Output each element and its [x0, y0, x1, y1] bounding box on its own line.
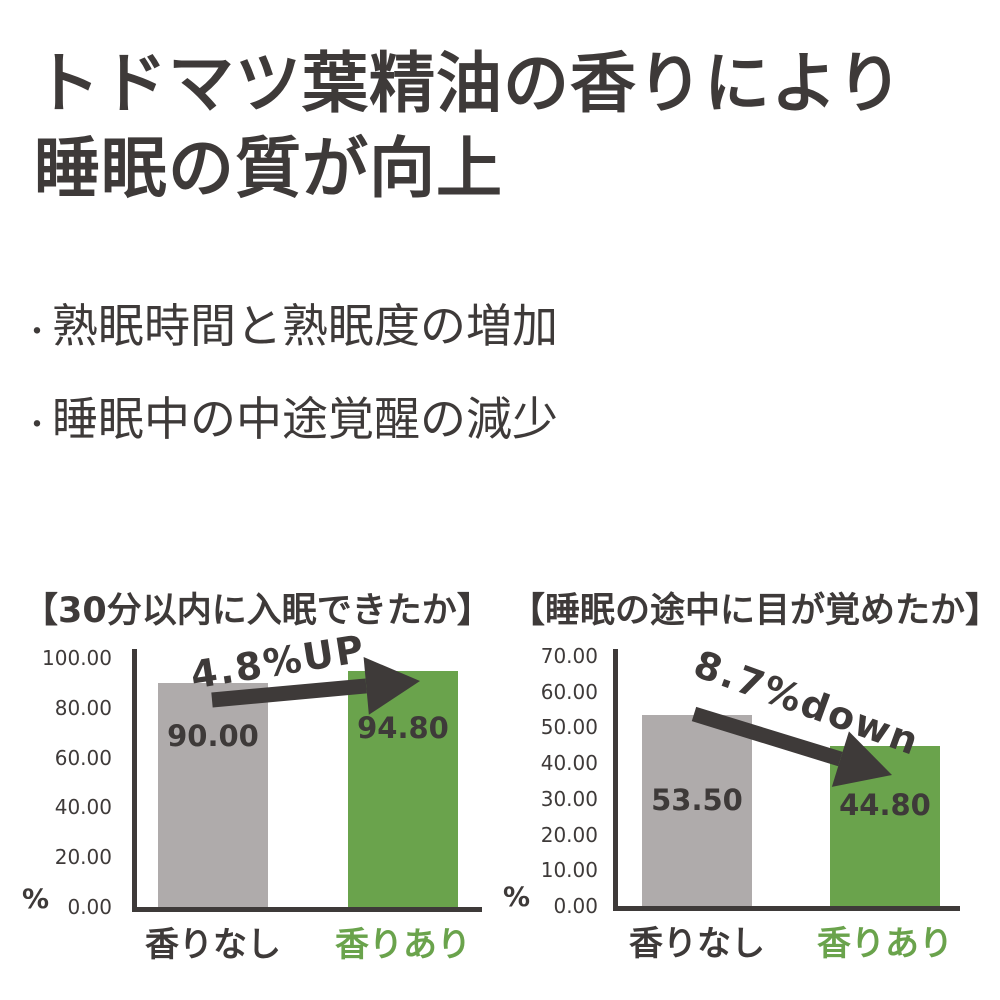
y-tick-label: 60.00: [54, 745, 112, 770]
page-title-line-1: トドマツ葉精油の香りにより: [34, 45, 904, 122]
y-tick-label: 0.00: [553, 894, 598, 918]
category-label-scent-on: 香りあり: [335, 925, 471, 965]
y-tick-label: 50.00: [540, 715, 598, 740]
page-title-line-2: 睡眠の質が向上: [34, 130, 503, 207]
y-axis-line: [613, 649, 618, 911]
bar-value-label: 53.50: [651, 782, 743, 817]
bullet-marker-icon: ・: [22, 315, 52, 350]
bullet-text: 睡眠中の中途覚醒の減少: [52, 392, 558, 446]
y-tick-label: 40.00: [54, 795, 112, 820]
bar-value-label: 90.00: [167, 718, 259, 753]
bullet-text: 熟眠時間と熟眠度の増加: [52, 299, 558, 353]
y-tick-label: 30.00: [540, 786, 598, 811]
bar-scent-on: [348, 670, 458, 907]
bar-scent-on: [830, 746, 940, 906]
chart-title-mid-sleep-waking: 【睡眠の途中に目が覚めたか】: [510, 591, 1000, 631]
y-tick-label: 60.00: [540, 679, 598, 704]
category-label-scent-off: 香りなし: [629, 924, 765, 964]
y-axis-unit-percent: %: [22, 884, 50, 915]
x-axis-line: [132, 907, 482, 912]
y-tick-label: 20.00: [540, 822, 598, 847]
y-tick-label: 40.00: [540, 751, 598, 776]
page-title: トドマツ葉精油の香りにより 睡眠の質が向上: [34, 41, 904, 211]
bullet-list: ・ 熟眠時間と熟眠度の増加 ・ 睡眠中の中途覚醒の減少: [22, 283, 558, 469]
y-axis-unit-percent: %: [503, 882, 531, 913]
bar-value-label: 44.80: [839, 788, 931, 822]
annotation-up-label: 4.8%UP: [187, 626, 369, 698]
bullet-marker-icon: ・: [22, 408, 52, 443]
category-label-scent-off: 香りなし: [145, 925, 281, 965]
y-tick-label: 10.00: [540, 858, 598, 883]
bar-scent-off: [642, 714, 752, 906]
bullet-item: ・ 睡眠中の中途覚醒の減少: [22, 376, 558, 469]
bullet-item: ・ 熟眠時間と熟眠度の増加: [22, 283, 558, 376]
annotation-down-label: 8.7%down: [688, 641, 926, 765]
chart-title-sleep-onset: 【30分以内に入眠できたか】: [23, 591, 492, 631]
x-axis-line: [613, 906, 960, 911]
bar-scent-off: [158, 682, 268, 907]
y-axis-line: [132, 649, 137, 912]
y-tick-label: 80.00: [54, 695, 112, 720]
y-tick-label: 100.00: [42, 646, 112, 670]
y-tick-label: 20.00: [54, 845, 112, 870]
bar-value-label: 94.80: [357, 710, 449, 745]
category-label-scent-on: 香りあり: [817, 924, 953, 964]
y-tick-label: 0.00: [67, 895, 112, 919]
y-tick-label: 70.00: [540, 644, 598, 668]
